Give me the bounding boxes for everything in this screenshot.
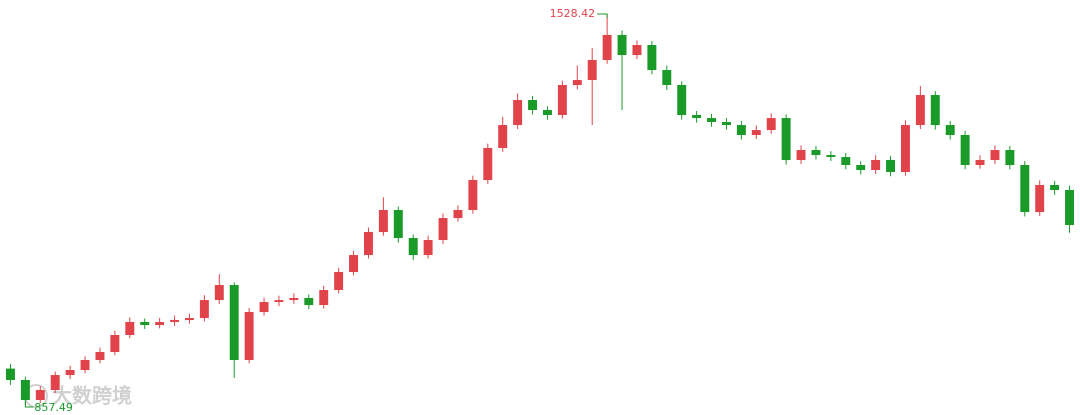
candle-body <box>632 45 642 56</box>
candle-body <box>647 45 657 71</box>
candle-body <box>945 125 955 135</box>
candle-body <box>677 84 687 116</box>
candle-body <box>1020 165 1030 213</box>
candle-body <box>289 297 299 301</box>
candle-body <box>990 150 1000 160</box>
candle-body <box>826 155 836 158</box>
candle-body <box>528 100 538 110</box>
candle-body <box>65 370 75 376</box>
candle-body <box>140 322 150 326</box>
candle-body <box>721 121 731 126</box>
candle-body <box>796 150 806 160</box>
candle-body <box>1050 184 1060 191</box>
candle-body <box>5 368 15 380</box>
candle-body <box>304 297 314 306</box>
candle-body <box>378 209 388 233</box>
candle-body <box>80 360 90 371</box>
candle-body <box>20 379 30 401</box>
watermark: 大数跨境 <box>24 384 132 408</box>
candle-body <box>975 159 985 166</box>
candle-body <box>334 272 344 291</box>
candle-body <box>1065 190 1075 226</box>
candle-body <box>125 322 135 336</box>
candle-body <box>781 118 791 160</box>
candle-body <box>930 95 940 126</box>
candle-body <box>214 285 224 301</box>
candle-body <box>900 125 910 173</box>
max-leader <box>597 13 608 18</box>
candle-body <box>468 180 478 210</box>
candle-body <box>50 375 60 391</box>
candle-body <box>453 209 463 219</box>
candle-body <box>602 34 612 60</box>
candle-body <box>35 390 45 401</box>
candle-body <box>170 320 180 323</box>
candle-body <box>766 118 776 131</box>
candle-body <box>363 232 373 256</box>
candle-body <box>841 157 851 166</box>
candle-body <box>1005 150 1015 166</box>
candle-body <box>662 70 672 85</box>
candle-body <box>617 34 627 56</box>
candle-body <box>184 318 194 321</box>
candle-body <box>199 300 209 319</box>
candle-body <box>915 95 925 126</box>
candle-body <box>274 300 284 303</box>
candle-body <box>572 80 582 85</box>
candle-body <box>393 209 403 239</box>
candle-body <box>110 335 120 353</box>
candle-body <box>960 134 970 166</box>
candle-body <box>751 130 761 135</box>
candle-body <box>229 285 239 361</box>
max-annotation: 1528.42 <box>550 7 596 20</box>
min-annotation: 857.49 <box>34 401 73 414</box>
candle-body <box>707 118 717 122</box>
candle-body <box>438 218 448 241</box>
min-leader <box>24 401 34 408</box>
candle-body <box>871 159 881 171</box>
candle-body <box>349 255 359 273</box>
candle-body <box>259 302 269 313</box>
candle-body <box>319 290 329 306</box>
watermark-text: 大数跨境 <box>52 384 132 408</box>
candle-body <box>587 59 597 81</box>
candle-body <box>95 352 105 361</box>
candle-body <box>513 100 523 126</box>
candle-body <box>408 238 418 256</box>
candle-body <box>692 115 702 119</box>
candle-body <box>856 165 866 171</box>
candle-body <box>736 125 746 135</box>
candle-body <box>557 84 567 116</box>
candle-body <box>498 125 508 148</box>
candle-body <box>886 159 896 173</box>
candle-body <box>483 147 493 181</box>
candle-body <box>542 109 552 116</box>
candle-body <box>423 240 433 256</box>
candle-body <box>244 312 254 361</box>
candle-body <box>811 150 821 156</box>
candle-body <box>155 322 165 326</box>
candle-body <box>1035 184 1045 213</box>
